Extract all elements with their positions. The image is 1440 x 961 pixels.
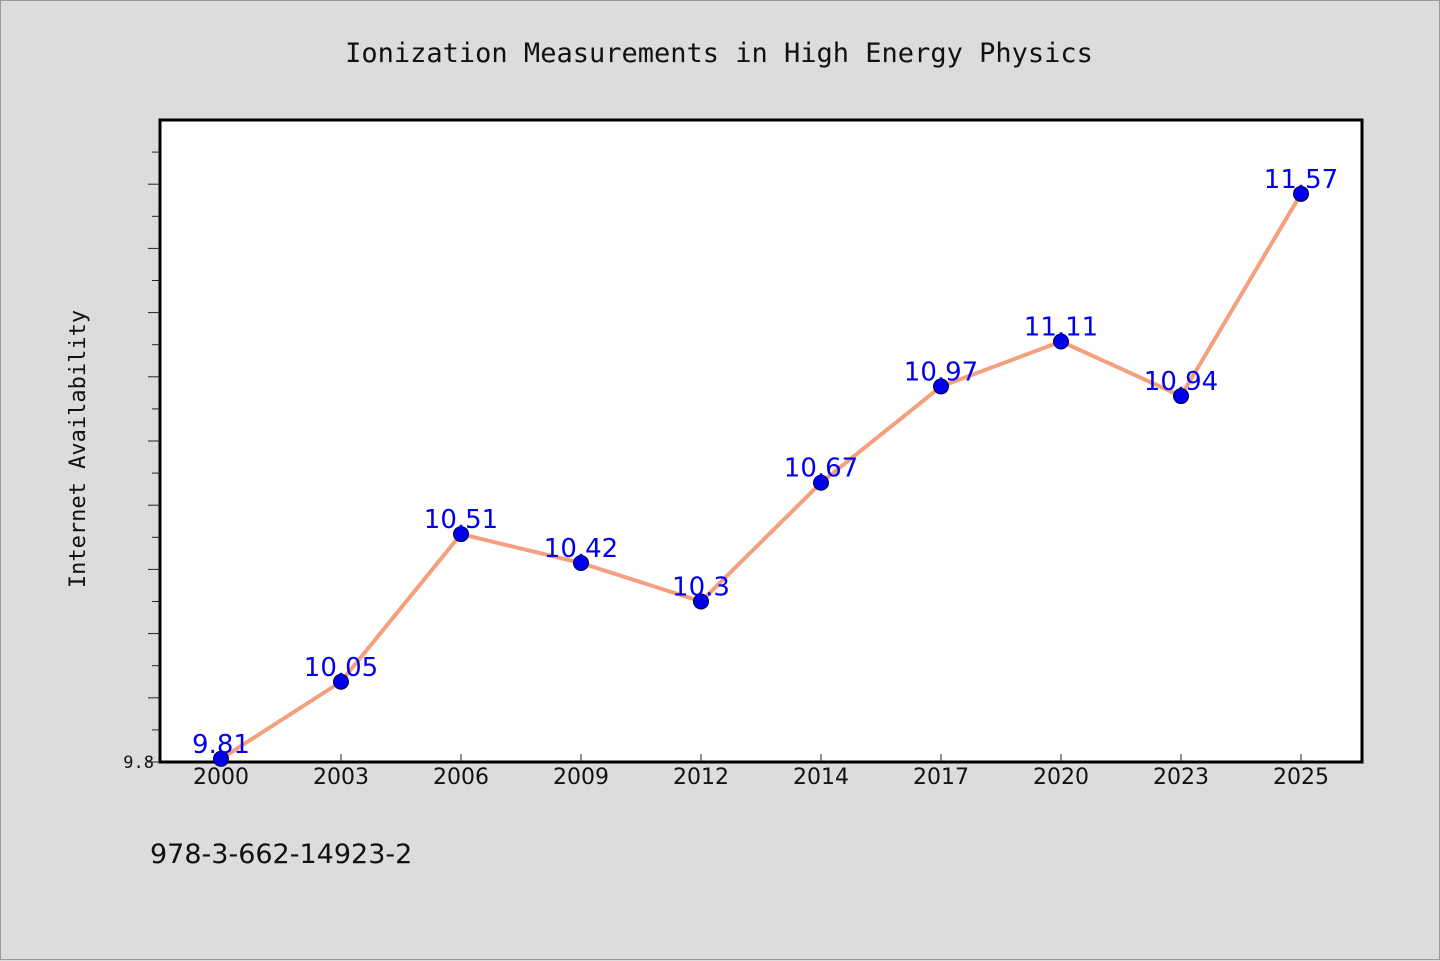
data-label: 10.51 (424, 505, 498, 535)
data-label: 9.81 (192, 730, 250, 760)
series-line-group (219, 191, 1303, 761)
data-label: 10.42 (544, 534, 618, 564)
data-markers (213, 185, 1309, 767)
data-labels: 9.81 10.05 10.51 10.42 10.3 10.67 10.97 11.11 10… (192, 165, 1338, 760)
x-tick-label: 2025 (1273, 765, 1329, 790)
chart-title: Ionization Measurements in High Energy P… (345, 38, 1093, 69)
y-tick-label: 9.8 (123, 753, 154, 773)
data-label: 10.94 (1144, 367, 1218, 397)
data-point (1173, 388, 1189, 405)
data-label: 10.67 (784, 454, 858, 484)
x-tick-label: 2023 (1153, 765, 1209, 790)
y-axis-ticks (148, 151, 160, 763)
data-point (213, 750, 229, 767)
x-tick-label: 2014 (793, 765, 849, 790)
data-point (453, 526, 469, 543)
x-tick-label: 2003 (313, 765, 369, 790)
data-point (573, 554, 589, 571)
y-axis-label: Internet Availability (66, 310, 91, 588)
x-axis-tick-labels: 2000 2003 2006 2009 2012 2014 2017 2020 2023 2025 (193, 765, 1329, 790)
data-point (693, 593, 709, 610)
x-tick-label: 2009 (553, 765, 609, 790)
x-tick-label: 2000 (193, 765, 249, 790)
x-tick-label: 2017 (913, 765, 969, 790)
isbn-label: 978-3-662-14923-2 (150, 839, 412, 870)
data-point (1293, 185, 1309, 202)
data-point (333, 673, 349, 690)
x-tick-label: 2006 (433, 765, 489, 790)
data-label: 10.3 (672, 573, 730, 603)
data-point (813, 474, 829, 491)
x-tick-label: 2020 (1033, 765, 1089, 790)
y-axis-tick-labels: 9.8 (123, 753, 154, 773)
data-point (933, 378, 949, 395)
series-line (219, 191, 1303, 761)
data-label: 10.97 (904, 357, 978, 387)
data-label: 10.05 (304, 653, 378, 683)
data-label: 11.11 (1024, 312, 1098, 342)
x-tick-label: 2012 (673, 765, 729, 790)
data-label: 11.57 (1264, 165, 1338, 195)
data-point (1053, 333, 1069, 350)
